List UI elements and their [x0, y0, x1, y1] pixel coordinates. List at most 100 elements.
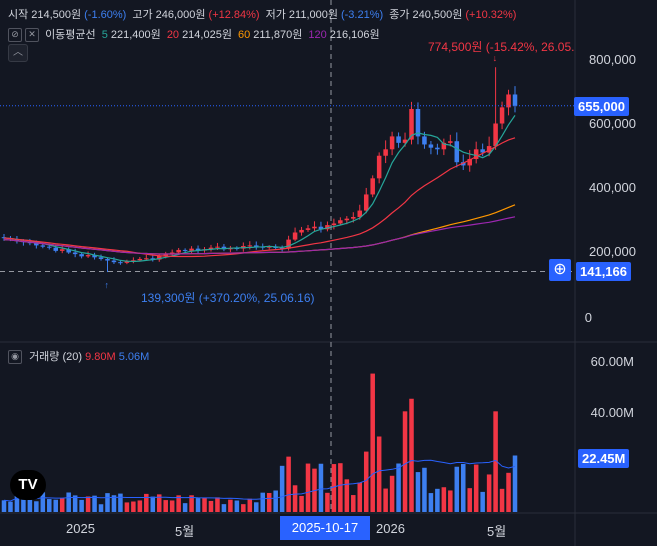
candle — [312, 226, 317, 229]
volume-bar — [215, 497, 220, 512]
volume-legend: ◉ 거래량 (20) 9.80M 5.06M — [8, 348, 149, 365]
candle — [137, 258, 143, 261]
candle — [389, 136, 395, 150]
volume-tick: 60.00M — [590, 354, 634, 369]
candle — [460, 162, 466, 166]
volume-bar — [292, 485, 298, 512]
volume-bar — [241, 504, 246, 512]
volume-bar — [144, 493, 149, 512]
volume-bar — [454, 466, 460, 512]
volume-bar — [98, 504, 104, 512]
candle — [150, 258, 156, 260]
volume-bar — [176, 495, 181, 512]
volume-tag: 22.45M — [578, 449, 630, 468]
candle — [409, 108, 414, 140]
candle — [156, 255, 162, 260]
candle — [441, 142, 447, 150]
candle — [53, 247, 59, 251]
candle — [111, 260, 117, 263]
candle — [176, 249, 181, 253]
price-tick: 200,000 — [589, 244, 636, 259]
candle — [189, 248, 194, 251]
candle — [85, 255, 91, 257]
volume-bar — [72, 495, 78, 512]
candle — [493, 123, 498, 147]
candle — [254, 245, 259, 247]
volume-bar — [34, 501, 39, 512]
candle — [195, 248, 201, 251]
candle — [318, 226, 324, 230]
eye-icon[interactable]: ◉ — [8, 350, 22, 365]
volume-bar — [85, 496, 91, 512]
volume-bar — [428, 493, 434, 512]
ohlc-header: 시작 214,500원 (-1.60%) 고가 246,000원 (+12.84%) 저… — [8, 9, 517, 21]
candle — [363, 194, 369, 211]
close-icon[interactable]: ✕ — [25, 28, 39, 43]
volume-bar — [480, 491, 485, 512]
candle — [34, 242, 39, 246]
candle — [486, 146, 492, 153]
ma-line-20 — [3, 137, 516, 258]
volume-bar — [66, 492, 71, 512]
candle — [402, 139, 408, 143]
eye-hide-icon[interactable]: ⊘ — [8, 28, 22, 43]
candle — [124, 261, 130, 263]
volume-bar — [47, 499, 52, 512]
candle — [325, 225, 330, 230]
candle — [415, 108, 421, 137]
volume-bar — [389, 475, 395, 512]
volume-bar — [137, 500, 143, 512]
candle — [286, 239, 291, 249]
volume-bar — [286, 456, 291, 512]
collapse-legend-button[interactable]: ︿ — [8, 44, 28, 62]
candle — [370, 178, 375, 195]
volume-bar — [344, 479, 350, 512]
volume-bar — [1, 500, 7, 512]
ma-line-5 — [3, 115, 516, 263]
time-tick: 2026 — [376, 521, 405, 536]
price-tick: 600,000 — [589, 116, 636, 131]
price-tick: 0 — [584, 310, 592, 325]
candle — [448, 141, 453, 143]
candle — [14, 238, 20, 241]
candle — [383, 149, 388, 156]
volume-bar — [208, 500, 214, 512]
candle — [40, 245, 46, 247]
high-annotation: 774,500원 (-15.42%, 26.05. — [428, 40, 575, 54]
volume-bar — [402, 411, 408, 512]
tradingview-logo[interactable]: TV — [10, 470, 46, 500]
volume-bar — [27, 496, 33, 512]
candle — [357, 210, 363, 218]
volume-bar — [338, 463, 343, 512]
candle — [422, 136, 427, 145]
candle — [473, 149, 479, 159]
volume-bar — [409, 398, 414, 512]
volume-bar — [486, 474, 492, 512]
volume-bar — [266, 492, 272, 512]
volume-bar — [448, 490, 453, 512]
volume-bar — [370, 373, 375, 512]
volume-bar — [273, 490, 278, 512]
volume-bar — [195, 498, 201, 512]
candle — [467, 158, 472, 166]
high-marker: ↓ — [493, 53, 498, 63]
volume-bar — [467, 488, 472, 512]
candle — [47, 246, 52, 248]
volume-bar — [499, 488, 505, 512]
volume-bar — [305, 463, 311, 512]
candle — [299, 229, 304, 233]
volume-bar — [422, 467, 427, 512]
volume-bar — [234, 500, 240, 512]
volume-bar — [169, 500, 175, 512]
volume-bar — [460, 463, 466, 512]
candle — [396, 136, 401, 143]
volume-bar — [435, 488, 440, 512]
candle — [72, 252, 78, 255]
volume-bar — [331, 464, 337, 512]
add-alert-icon[interactable]: ⊕ — [549, 259, 571, 281]
volume-bar — [59, 498, 65, 512]
time-tick: 5월 — [487, 524, 507, 539]
candle — [344, 218, 350, 221]
candle — [338, 220, 343, 224]
